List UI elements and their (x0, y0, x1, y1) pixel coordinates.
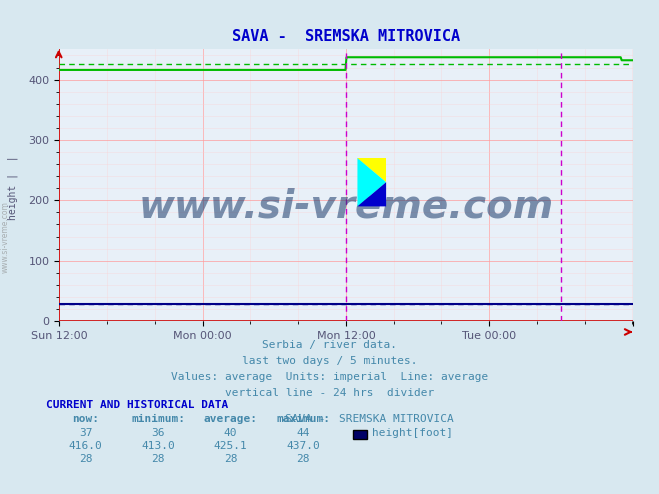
Title: SAVA -  SREMSKA MITROVICA: SAVA - SREMSKA MITROVICA (232, 29, 460, 44)
Text: 28: 28 (152, 454, 165, 464)
Text: 36: 36 (152, 428, 165, 438)
Text: CURRENT AND HISTORICAL DATA: CURRENT AND HISTORICAL DATA (46, 400, 229, 410)
Text: 413.0: 413.0 (141, 441, 175, 451)
Text: now:: now: (72, 414, 99, 424)
Text: minimum:: minimum: (131, 414, 185, 424)
Text: www.si-vreme.com: www.si-vreme.com (138, 188, 554, 226)
Text: average:: average: (204, 414, 258, 424)
Text: Values: average  Units: imperial  Line: average: Values: average Units: imperial Line: av… (171, 372, 488, 382)
Text: 40: 40 (224, 428, 237, 438)
Text: maximum:: maximum: (276, 414, 330, 424)
Text: www.si-vreme.com: www.si-vreme.com (1, 201, 10, 273)
Polygon shape (357, 158, 386, 206)
Text: last two days / 5 minutes.: last two days / 5 minutes. (242, 356, 417, 366)
Text: 28: 28 (297, 454, 310, 464)
Text: 437.0: 437.0 (286, 441, 320, 451)
Text: height |  |: height | | (8, 156, 18, 220)
Text: 37: 37 (79, 428, 92, 438)
Text: vertical line - 24 hrs  divider: vertical line - 24 hrs divider (225, 388, 434, 398)
Polygon shape (357, 158, 386, 182)
Text: 416.0: 416.0 (69, 441, 103, 451)
Text: 28: 28 (224, 454, 237, 464)
Text: 28: 28 (79, 454, 92, 464)
Text: SAVA -  SREMSKA MITROVICA: SAVA - SREMSKA MITROVICA (285, 414, 453, 424)
Text: 44: 44 (297, 428, 310, 438)
Text: height[foot]: height[foot] (372, 428, 453, 438)
Polygon shape (357, 182, 386, 206)
Text: Serbia / river data.: Serbia / river data. (262, 340, 397, 350)
Text: 425.1: 425.1 (214, 441, 248, 451)
